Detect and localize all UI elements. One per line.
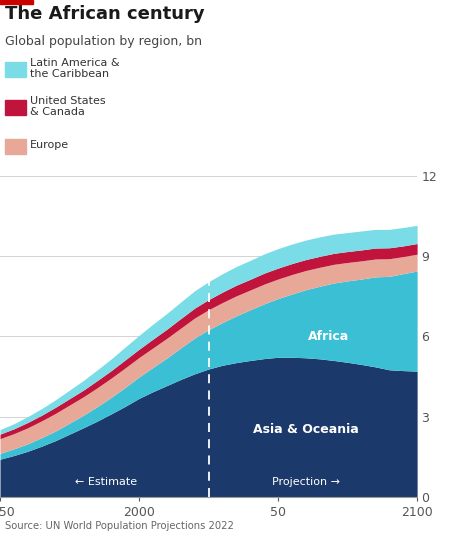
Text: Source: UN World Population Projections 2022: Source: UN World Population Projections … <box>5 521 234 531</box>
Text: Projection →: Projection → <box>272 477 340 487</box>
Text: United States
& Canada: United States & Canada <box>30 96 106 117</box>
Text: Africa: Africa <box>308 330 349 343</box>
Text: Europe: Europe <box>30 140 69 150</box>
Text: Asia & Oceania: Asia & Oceania <box>253 423 359 436</box>
Text: Latin America &
the Caribbean: Latin America & the Caribbean <box>30 58 119 79</box>
Text: Global population by region, bn: Global population by region, bn <box>5 35 202 48</box>
Text: ← Estimate: ← Estimate <box>74 477 137 487</box>
Text: The African century: The African century <box>5 5 204 23</box>
